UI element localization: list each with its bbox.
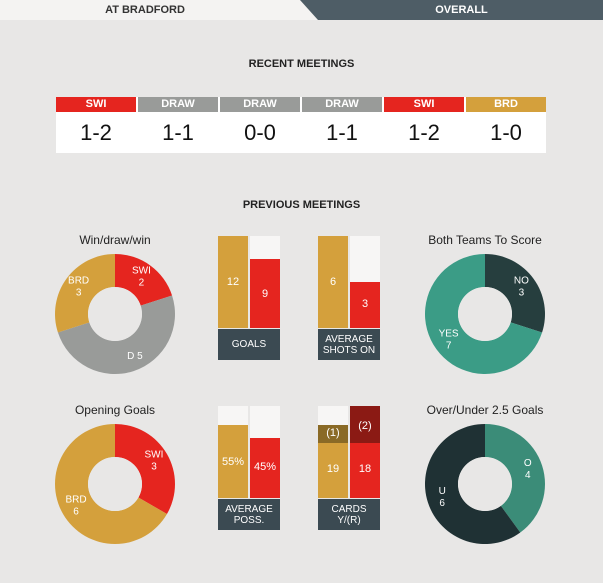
opening-value-brd: 6: [73, 507, 79, 518]
result-badge: DRAW: [138, 97, 218, 112]
btts-slice-no: [485, 254, 545, 333]
shots-caption-line2: SHOTS ON: [322, 344, 376, 356]
opening-label-brd: BRD: [65, 495, 86, 506]
shots-caption-line1: AVERAGE: [325, 333, 373, 345]
result-badge: BRD: [466, 97, 546, 112]
btts-slice-yes: [425, 254, 543, 374]
goals-chart: 12 9 GOALS: [218, 236, 280, 360]
overunder-donut-hole: [458, 457, 512, 511]
btts-value-no: 3: [519, 288, 525, 299]
cards-caption-line2: Y/(R): [337, 514, 361, 526]
cards-brd-red-value: (1): [326, 427, 340, 439]
possession-brd-value: 55%: [221, 456, 245, 468]
tab-overall-label: OVERALL: [435, 4, 488, 16]
result-badge: SWI: [56, 97, 136, 112]
goals-brd-value: 12: [226, 276, 240, 288]
recent-match: SWI 1-2: [56, 97, 136, 153]
match-score: 1-2: [80, 119, 112, 145]
match-score: 0-0: [244, 119, 276, 145]
possession-caption-line2: POSS.: [233, 514, 265, 526]
possession-swi-value: 45%: [253, 461, 277, 473]
possession-chart: 55% 45% AVERAGE POSS.: [218, 406, 280, 530]
cards-brd-bar: (1) 19: [318, 406, 348, 498]
match-score: 1-1: [326, 119, 358, 145]
overunder-value-u: 6: [439, 498, 445, 509]
result-badge: DRAW: [302, 97, 382, 112]
cards-caption-line1: CARDS: [331, 503, 367, 515]
recent-meetings-title: RECENT MEETINGS: [248, 58, 355, 70]
overunder-label-u: U: [439, 486, 446, 497]
recent-meetings-row: SWI 1-2 DRAW 1-1 DRAW 0-0 DRAW 1-1 SWI 1-2 BRD 1-0: [56, 97, 546, 153]
wdw-slice-swi: [115, 254, 173, 306]
overunder-slice-o: [485, 424, 545, 533]
recent-match: DRAW 1-1: [138, 97, 218, 153]
wdw-slice-brd: [54, 254, 115, 333]
wdw-donut-hole: [88, 287, 142, 341]
shots-chart: 6 3 AVERAGE SHOTS ON: [318, 236, 380, 360]
tab-overall[interactable]: OVERALL: [300, 0, 603, 20]
wdw-slice-d: [57, 295, 175, 374]
wdw-label-swi: SWI: [132, 266, 151, 277]
shots-swi-bar: 3: [350, 236, 380, 328]
wdw-label-brd: BRD: [68, 276, 89, 287]
wdw-label-d: D 5: [127, 351, 143, 362]
btts-label-no: NO: [514, 276, 529, 287]
shots-brd-bar: 6: [318, 236, 348, 328]
btts-donut-hole: [458, 287, 512, 341]
opening-donut-hole: [88, 457, 142, 511]
match-score: 1-0: [490, 119, 522, 145]
result-badge: SWI: [384, 97, 464, 112]
possession-caption-line1: AVERAGE: [225, 503, 273, 515]
possession-brd-bar: 55%: [218, 406, 248, 498]
result-badge: DRAW: [220, 97, 300, 112]
tab-at-bradford[interactable]: AT BRADFORD: [0, 0, 318, 20]
opening-slice-brd: [55, 424, 167, 544]
wdw-value-brd: 3: [76, 288, 82, 299]
match-score: 1-2: [408, 119, 440, 145]
match-score: 1-1: [162, 119, 194, 145]
over-under-title: Over/Under 2.5 Goals: [426, 403, 544, 417]
btts-title: Both Teams To Score: [428, 233, 542, 247]
cards-swi-yellow-value: 18: [358, 463, 372, 475]
previous-meetings-title: PREVIOUS MEETINGS: [242, 199, 361, 211]
possession-caption: AVERAGE POSS.: [218, 499, 280, 530]
goals-caption: GOALS: [218, 329, 280, 360]
cards-chart: (1) 19 (2) 18 CARDS Y/(R): [318, 406, 380, 530]
opening-label-swi: SWI: [145, 450, 164, 461]
overunder-value-o: 4: [525, 470, 531, 481]
over-under-donut: O4 U6: [425, 424, 545, 544]
btts-value-yes: 7: [446, 340, 452, 351]
overunder-slice-u: [425, 424, 521, 544]
opening-goals-title: Opening Goals: [74, 403, 156, 417]
shots-brd-value: 6: [329, 276, 337, 288]
cards-caption: CARDS Y/(R): [318, 499, 380, 530]
cards-brd-yellow-value: 19: [326, 463, 340, 475]
recent-match: DRAW 0-0: [220, 97, 300, 153]
btts-label-yes: YES: [439, 328, 459, 339]
tab-bar: AT BRADFORD OVERALL: [0, 0, 603, 20]
shots-caption: AVERAGE SHOTS ON: [318, 329, 380, 360]
cards-swi-bar: (2) 18: [350, 406, 380, 498]
recent-match: DRAW 1-1: [302, 97, 382, 153]
tab-at-bradford-label: AT BRADFORD: [105, 4, 185, 16]
recent-match: SWI 1-2: [384, 97, 464, 153]
opening-value-swi: 3: [151, 462, 157, 473]
goals-swi-value: 9: [261, 288, 269, 300]
recent-match: BRD 1-0: [466, 97, 546, 153]
opening-slice-swi: [115, 424, 175, 514]
overunder-label-o: O: [524, 458, 532, 469]
goals-swi-bar: 9: [250, 236, 280, 328]
cards-swi-red-value: (2): [358, 420, 372, 432]
goals-brd-bar: 12: [218, 236, 248, 328]
wdw-value-swi: 2: [139, 278, 145, 289]
shots-swi-value: 3: [361, 298, 369, 310]
possession-swi-bar: 45%: [250, 406, 280, 498]
win-draw-win-title: Win/draw/win: [79, 233, 151, 247]
